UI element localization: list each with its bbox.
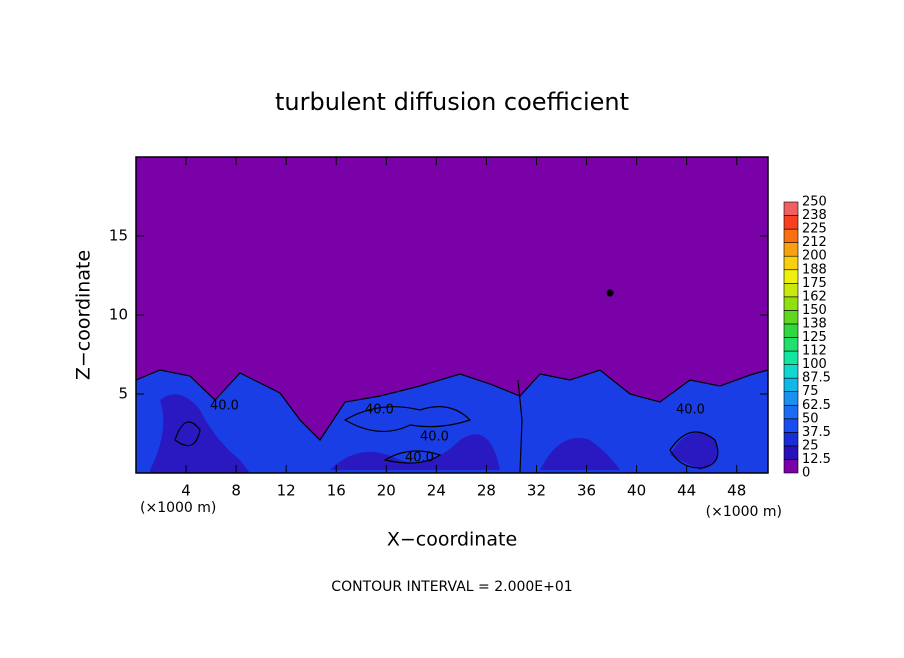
colorbar-label: 225 <box>802 222 827 237</box>
colorbar-label: 0 <box>802 466 810 481</box>
colorbar-segment <box>783 242 799 257</box>
colorbar-label: 212 <box>802 235 827 250</box>
colorbar-label: 238 <box>802 208 827 223</box>
colorbar-segment <box>783 391 799 406</box>
x-tick-label: 48 <box>727 482 746 500</box>
colorbar-segment <box>783 404 799 420</box>
colorbar-label: 200 <box>802 249 827 264</box>
footnote: CONTOUR INTERVAL = 2.000E+01 <box>331 579 572 595</box>
x-tick-label: 24 <box>427 482 446 500</box>
x-tick-label: 16 <box>327 482 346 500</box>
contour-labels: 40.0 40.0 40.0 40.0 40.0 <box>210 399 705 466</box>
x-tick-label: 8 <box>231 482 241 500</box>
field-region <box>150 394 718 473</box>
x-unit-label: (×1000 m) <box>706 504 782 520</box>
colorbar-segment <box>783 323 799 338</box>
colorbar-label: 75 <box>802 384 819 399</box>
y-tick-label: 5 <box>118 385 128 403</box>
colorbar-segment <box>783 296 799 311</box>
x-tick-label: 4 <box>181 482 191 500</box>
colorbar-label: 50 <box>802 411 819 426</box>
colorbar-label: 138 <box>802 316 827 331</box>
colorbar-segment <box>783 310 799 325</box>
chart-title: turbulent diffusion coefficient <box>275 88 629 116</box>
x-tick-label: 28 <box>477 482 496 500</box>
colorbar-label: 37.5 <box>802 425 831 440</box>
x-tick-label: 40 <box>627 482 646 500</box>
colorbar-segment <box>783 432 799 447</box>
colorbar-label: 12.5 <box>802 452 831 467</box>
x-tick-label: 36 <box>577 482 596 500</box>
colorbar-segment <box>783 459 799 474</box>
colorbar-segment <box>783 364 799 379</box>
field-region <box>136 370 768 473</box>
colorbar-label: 100 <box>802 357 827 372</box>
colorbar-segment <box>783 337 799 352</box>
colorbar-label: 125 <box>802 330 827 345</box>
colorbar-segment <box>783 350 799 365</box>
colorbar-segment <box>783 282 799 298</box>
contour-label: 40.0 <box>405 451 434 466</box>
colorbar-label: 62.5 <box>802 398 831 413</box>
y-tick-label: 10 <box>109 306 128 324</box>
x-tick-label: 44 <box>677 482 696 500</box>
colorbar-label: 175 <box>802 276 827 291</box>
colorbar-label: 87.5 <box>802 371 831 386</box>
colorbar-segment <box>783 445 799 460</box>
contour-label: 40.0 <box>676 403 705 418</box>
x-axis-label: X−coordinate <box>387 529 517 551</box>
contour-label: 40.0 <box>420 430 449 445</box>
x-unit-label: (×1000 m) <box>140 500 216 516</box>
colorbar-label: 150 <box>802 303 827 318</box>
colorbar-segment <box>783 201 799 216</box>
colorbar-segment <box>783 215 799 230</box>
colorbar-segment <box>783 269 799 284</box>
colorbar-label: 25 <box>802 438 819 453</box>
colorbar-segment <box>783 418 799 433</box>
colorbar-segment <box>783 255 799 271</box>
y-axis-label: Z−coordinate <box>73 250 95 380</box>
colorbar-segment <box>783 228 799 243</box>
colorbar-label: 188 <box>802 262 827 277</box>
y-tick-label: 15 <box>109 227 128 245</box>
contour-lines <box>135 289 769 474</box>
x-tick-label: 20 <box>377 482 396 500</box>
colorbar-label: 112 <box>802 344 827 359</box>
x-tick-label: 32 <box>527 482 546 500</box>
contour-label: 40.0 <box>365 403 394 418</box>
x-tick-label: 12 <box>277 482 296 500</box>
colorbar-segment <box>783 377 799 392</box>
colorbar-label: 162 <box>802 289 827 304</box>
contour-label: 40.0 <box>210 399 239 414</box>
colorbar-label: 250 <box>802 195 827 210</box>
